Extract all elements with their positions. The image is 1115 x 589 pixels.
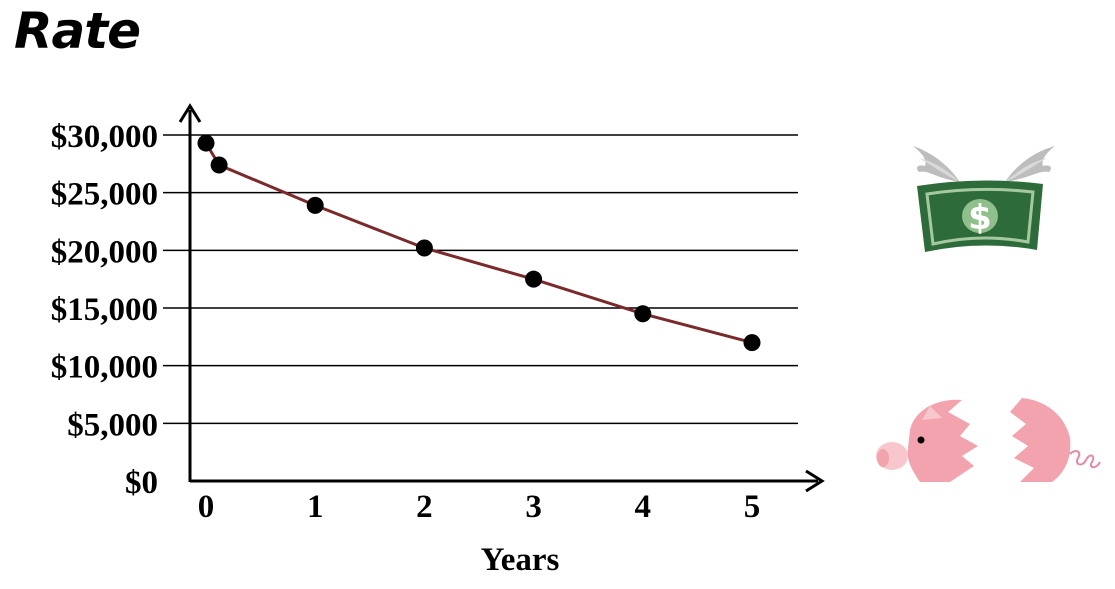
chart-axes [178, 103, 825, 493]
y-tick-label: $30,000 [51, 119, 158, 155]
x-tick-label: 5 [744, 489, 761, 525]
right-wing-icon [1005, 146, 1055, 182]
piggy-ear [922, 406, 942, 420]
flying-money-icon: $ [913, 146, 1055, 252]
broken-piggy-bank-icon [876, 398, 1101, 482]
line-chart: $0 $5,000 $10,000 $15,000 $20,000 $25,000 $30,… [51, 103, 825, 578]
piggy-eye [917, 436, 925, 444]
y-tick-label: $20,000 [51, 234, 158, 270]
x-tick-label: 0 [198, 489, 215, 525]
chart-gridlines [163, 134, 798, 425]
y-tick-label: $25,000 [51, 177, 158, 213]
y-tick-label: $5,000 [67, 407, 158, 443]
data-point [210, 156, 228, 174]
x-axis-tick-labels: 0 1 2 3 4 5 [198, 489, 761, 525]
piggy-back-half [1010, 398, 1071, 482]
data-point [743, 334, 761, 352]
data-point [306, 196, 324, 214]
y-axis-arrowhead [178, 103, 202, 123]
x-tick-label: 4 [635, 489, 652, 525]
data-point [197, 134, 215, 152]
y-tick-label: $0 [125, 465, 158, 501]
banknote-center [962, 199, 998, 233]
dollar-sign: $ [968, 198, 992, 238]
y-axis-tick-labels: $0 $5,000 $10,000 $15,000 $20,000 $25,000 $30,… [51, 119, 158, 501]
piggy-snout-tip [877, 449, 889, 467]
x-tick-label: 1 [307, 489, 324, 525]
series-line [204, 142, 753, 345]
x-tick-label: 3 [525, 489, 542, 525]
banknote-border [925, 187, 1035, 246]
series-line-group [204, 142, 753, 345]
piggy-tail [1069, 450, 1101, 469]
data-point [415, 239, 433, 257]
x-axis-title: Years [481, 542, 560, 578]
y-tick-label: $10,000 [51, 350, 158, 386]
x-axis-arrowhead [805, 469, 825, 493]
x-tick-label: 2 [416, 489, 433, 525]
page-title: Rate [14, 2, 141, 60]
data-point [634, 305, 652, 323]
piggy-front-half [907, 399, 978, 482]
y-tick-label: $15,000 [51, 292, 158, 328]
data-point [525, 270, 543, 288]
left-wing-icon [913, 146, 960, 182]
data-points [197, 134, 761, 352]
